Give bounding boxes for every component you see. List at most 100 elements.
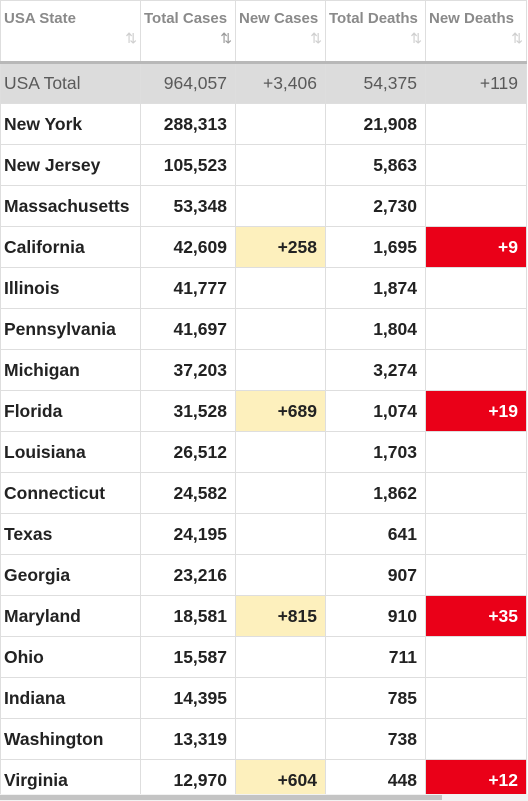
state-cell[interactable]: Maryland xyxy=(0,595,141,637)
new-cases-cell xyxy=(235,472,326,514)
total-cases-cell: 23,216 xyxy=(140,554,236,596)
sort-icon[interactable]: ⇅ xyxy=(511,30,523,46)
total-cases-cell: 41,697 xyxy=(140,308,236,350)
usa-total-row: USA Total 964,057 +3,406 54,375 +119 xyxy=(0,61,527,104)
total-deaths-cell: 1,703 xyxy=(325,431,426,473)
new-cases-cell xyxy=(235,185,326,227)
new-deaths-cell: +9 xyxy=(425,226,527,268)
state-cell: USA Total xyxy=(0,61,141,104)
total-cases-cell: 105,523 xyxy=(140,144,236,186)
new-cases-cell xyxy=(235,308,326,350)
total-cases-cell: 24,195 xyxy=(140,513,236,555)
state-cell[interactable]: Michigan xyxy=(0,349,141,391)
total-cases-cell: 14,395 xyxy=(140,677,236,719)
column-header-label: New Cases xyxy=(239,10,319,27)
total-cases-cell: 26,512 xyxy=(140,431,236,473)
state-cell[interactable]: Indiana xyxy=(0,677,141,719)
total-deaths-cell: 910 xyxy=(325,595,426,637)
total-deaths-cell: 785 xyxy=(325,677,426,719)
total-deaths-cell: 54,375 xyxy=(325,61,426,104)
total-deaths-cell: 2,730 xyxy=(325,185,426,227)
state-cell[interactable]: Massachusetts xyxy=(0,185,141,227)
new-deaths-cell xyxy=(425,185,527,227)
table-row: California 42,609 +258 1,695 +9 xyxy=(0,226,527,268)
state-cell[interactable]: Florida xyxy=(0,390,141,432)
horizontal-scrollbar[interactable] xyxy=(0,794,528,801)
table-row: Connecticut 24,582 1,862 xyxy=(0,472,527,514)
total-cases-cell: 31,528 xyxy=(140,390,236,432)
state-cell[interactable]: Illinois xyxy=(0,267,141,309)
table-row: Washington 13,319 738 xyxy=(0,718,527,760)
total-cases-cell: 964,057 xyxy=(140,61,236,104)
new-deaths-cell: +35 xyxy=(425,595,527,637)
total-cases-cell: 42,609 xyxy=(140,226,236,268)
total-deaths-cell: 3,274 xyxy=(325,349,426,391)
sort-descending-icon[interactable]: ⇅ xyxy=(220,30,232,46)
column-header-label: USA State xyxy=(4,10,76,27)
scrollbar-thumb[interactable] xyxy=(0,795,442,800)
state-cell[interactable]: Georgia xyxy=(0,554,141,596)
table-row: Michigan 37,203 3,274 xyxy=(0,349,527,391)
new-deaths-cell xyxy=(425,308,527,350)
column-header-new-cases[interactable]: New Cases ⇅ xyxy=(235,0,326,63)
state-cell[interactable]: New Jersey xyxy=(0,144,141,186)
state-cell[interactable]: Washington xyxy=(0,718,141,760)
state-cell[interactable]: New York xyxy=(0,103,141,145)
column-header-label: Total Cases xyxy=(144,10,228,27)
total-deaths-cell: 738 xyxy=(325,718,426,760)
new-cases-cell: +815 xyxy=(235,595,326,637)
new-cases-cell xyxy=(235,103,326,145)
total-cases-cell: 15,587 xyxy=(140,636,236,678)
total-deaths-cell: 1,804 xyxy=(325,308,426,350)
new-deaths-cell xyxy=(425,513,527,555)
new-deaths-cell xyxy=(425,718,527,760)
total-cases-cell: 13,319 xyxy=(140,718,236,760)
state-cell[interactable]: California xyxy=(0,226,141,268)
table-row: Virginia 12,970 +604 448 +12 xyxy=(0,759,527,801)
total-cases-cell: 41,777 xyxy=(140,267,236,309)
table-row: Louisiana 26,512 1,703 xyxy=(0,431,527,473)
state-cell[interactable]: Connecticut xyxy=(0,472,141,514)
new-deaths-cell xyxy=(425,267,527,309)
table-row: Florida 31,528 +689 1,074 +19 xyxy=(0,390,527,432)
new-cases-cell xyxy=(235,636,326,678)
new-deaths-cell: +119 xyxy=(425,61,527,104)
new-deaths-cell xyxy=(425,554,527,596)
total-deaths-cell: 711 xyxy=(325,636,426,678)
table-row: Ohio 15,587 711 xyxy=(0,636,527,678)
total-deaths-cell: 1,874 xyxy=(325,267,426,309)
new-cases-cell xyxy=(235,677,326,719)
total-cases-cell: 288,313 xyxy=(140,103,236,145)
new-cases-cell xyxy=(235,513,326,555)
total-deaths-cell: 1,862 xyxy=(325,472,426,514)
sort-icon[interactable]: ⇅ xyxy=(410,30,422,46)
state-cell[interactable]: Pennsylvania xyxy=(0,308,141,350)
table-row: Indiana 14,395 785 xyxy=(0,677,527,719)
new-deaths-cell xyxy=(425,103,527,145)
total-cases-cell: 53,348 xyxy=(140,185,236,227)
state-cell[interactable]: Ohio xyxy=(0,636,141,678)
column-header-total-deaths[interactable]: Total Deaths ⇅ xyxy=(325,0,426,63)
total-cases-cell: 37,203 xyxy=(140,349,236,391)
new-deaths-cell xyxy=(425,349,527,391)
sort-icon[interactable]: ⇅ xyxy=(125,30,137,46)
sort-icon[interactable]: ⇅ xyxy=(310,30,322,46)
new-deaths-cell: +19 xyxy=(425,390,527,432)
new-cases-cell: +3,406 xyxy=(235,61,326,104)
new-cases-cell xyxy=(235,349,326,391)
table-row: New York 288,313 21,908 xyxy=(0,103,527,145)
column-header-new-deaths[interactable]: New Deaths ⇅ xyxy=(425,0,527,63)
total-deaths-cell: 1,074 xyxy=(325,390,426,432)
header-row: USA State ⇅ Total Cases ⇅ New Cases ⇅ Total… xyxy=(0,0,527,63)
total-deaths-cell: 907 xyxy=(325,554,426,596)
table-row: Pennsylvania 41,697 1,804 xyxy=(0,308,527,350)
total-deaths-cell: 641 xyxy=(325,513,426,555)
new-cases-cell: +258 xyxy=(235,226,326,268)
column-header-total-cases[interactable]: Total Cases ⇅ xyxy=(140,0,236,63)
table-row: Massachusetts 53,348 2,730 xyxy=(0,185,527,227)
state-cell[interactable]: Texas xyxy=(0,513,141,555)
column-header-state[interactable]: USA State ⇅ xyxy=(0,0,141,63)
state-cell[interactable]: Louisiana xyxy=(0,431,141,473)
new-deaths-cell xyxy=(425,677,527,719)
